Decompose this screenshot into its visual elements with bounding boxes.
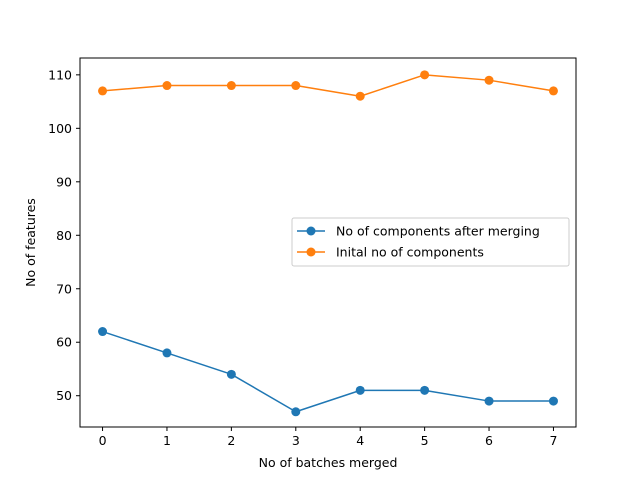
data-point	[484, 396, 494, 406]
y-tick-label: 50	[56, 388, 72, 403]
data-point	[98, 327, 108, 337]
x-tick-label: 3	[292, 433, 300, 448]
legend-swatch-marker	[306, 226, 316, 236]
data-point	[548, 396, 558, 406]
data-point	[98, 86, 108, 96]
y-tick-label: 80	[56, 228, 72, 243]
legend-entry-label: No of components after merging	[336, 224, 540, 239]
legend-box	[291, 217, 570, 267]
x-tick-label: 1	[163, 433, 171, 448]
data-point	[420, 385, 430, 395]
data-point	[355, 91, 365, 101]
series-layer	[98, 70, 558, 417]
data-point	[484, 75, 494, 85]
y-tick-label: 100	[48, 121, 72, 136]
x-axis-ticks: 0 1 2 3 4 5 6 7	[99, 427, 557, 448]
y-tick-label: 110	[48, 67, 72, 82]
data-point	[226, 369, 236, 379]
series-line-0	[102, 330, 554, 413]
data-point	[291, 81, 301, 91]
data-point	[226, 81, 236, 91]
legend-swatch-marker	[306, 247, 316, 257]
x-tick-label: 0	[99, 433, 107, 448]
y-axis-label: No of features	[23, 198, 38, 287]
plot-frame	[79, 57, 577, 428]
data-point	[162, 348, 172, 358]
data-point	[162, 81, 172, 91]
x-tick-label: 6	[485, 433, 493, 448]
y-axis-ticks: 50 60 70 80 90 100 110	[48, 67, 80, 403]
legend-entry-label: Inital no of components	[336, 245, 484, 260]
x-tick-label: 5	[421, 433, 429, 448]
x-axis-label: No of batches merged	[259, 455, 398, 470]
data-point	[291, 407, 301, 417]
series-line-1	[102, 74, 554, 97]
x-tick-label: 4	[356, 433, 364, 448]
y-tick-label: 70	[56, 281, 72, 296]
legend: No of components after merging Inital no …	[291, 217, 570, 267]
data-point	[420, 70, 430, 80]
data-point	[548, 86, 558, 96]
data-point	[355, 385, 365, 395]
x-tick-label: 2	[227, 433, 235, 448]
y-tick-label: 90	[56, 174, 72, 189]
y-tick-label: 60	[56, 335, 72, 350]
x-tick-label: 7	[549, 433, 557, 448]
